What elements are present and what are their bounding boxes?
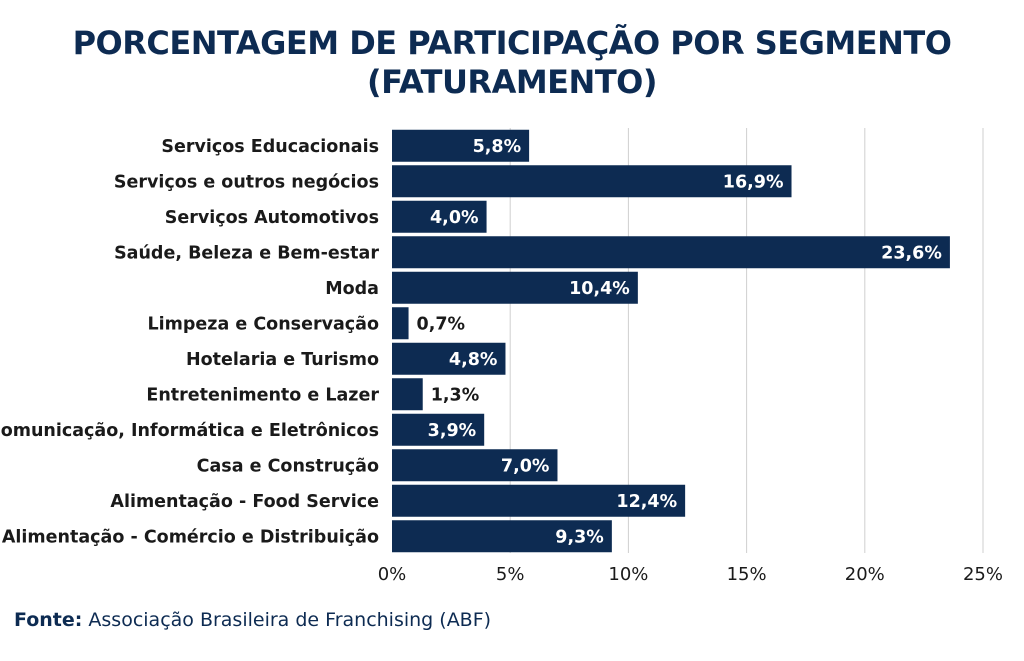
category-label: Comunicação, Informática e Eletrônicos	[0, 421, 379, 441]
bar	[392, 342, 506, 375]
category-label: Limpeza e Conservação	[148, 314, 380, 334]
category-label: Hotelaria e Turismo	[186, 350, 379, 370]
data-label: 23,6%	[881, 243, 942, 263]
x-axis-ticks: 0% 5% 10% 15% 20% 25%	[378, 564, 1003, 585]
data-label: 9,3%	[555, 527, 604, 547]
bar	[392, 378, 423, 411]
x-tick-label: 10%	[608, 564, 648, 585]
data-label: 3,9%	[428, 421, 477, 441]
category-label: Serviços e outros negócios	[114, 172, 379, 192]
bar	[392, 236, 950, 269]
x-tick-label: 5%	[496, 564, 525, 585]
category-label: Serviços Automotivos	[165, 208, 379, 228]
x-tick-label: 25%	[963, 564, 1003, 585]
category-label: Alimentação - Food Service	[110, 492, 379, 512]
x-tick-label: 15%	[727, 564, 767, 585]
data-label: 1,3%	[431, 385, 480, 405]
bar	[392, 449, 558, 482]
x-tick-label: 20%	[845, 564, 885, 585]
source-text: Associação Brasileira de Franchising (AB…	[88, 609, 492, 631]
category-label: Casa e Construção	[197, 456, 379, 476]
bars	[392, 129, 950, 553]
bar	[392, 520, 612, 553]
chart-title-line-2: (FATURAMENTO)	[367, 63, 657, 101]
data-labels: 5,8% 16,9% 4,0% 23,6% 10,4% 0,7% 4,8% 1,3% 3,9% 7…	[417, 137, 942, 548]
chart-title: PORCENTAGEM DE PARTICIPAÇÃO POR SEGMENTO…	[0, 24, 1024, 102]
chart-title-line-1: PORCENTAGEM DE PARTICIPAÇÃO POR SEGMENTO	[72, 24, 952, 62]
bar	[392, 307, 409, 340]
category-label: Serviços Educacionais	[161, 137, 379, 157]
bar	[392, 129, 530, 162]
data-label: 4,8%	[449, 350, 498, 370]
gridlines	[509, 128, 984, 553]
data-label: 5,8%	[473, 137, 522, 157]
bar	[392, 165, 792, 198]
category-labels: Serviços Educacionais Serviços e outros n…	[0, 137, 379, 548]
x-tick-label: 0%	[378, 564, 407, 585]
bar	[392, 484, 686, 517]
category-label: Saúde, Beleza e Bem-estar	[114, 243, 379, 263]
bar	[392, 271, 638, 304]
bar	[392, 413, 485, 446]
data-label: 12,4%	[616, 492, 677, 512]
category-label: Alimentação - Comércio e Distribuição	[2, 527, 379, 547]
source-label: Fonte:	[14, 609, 83, 631]
data-label: 0,7%	[417, 314, 466, 334]
data-label: 7,0%	[501, 456, 550, 476]
bar	[392, 200, 487, 233]
category-label: Entretenimento e Lazer	[146, 385, 379, 405]
category-label: Moda	[325, 279, 379, 299]
data-label: 16,9%	[723, 172, 784, 192]
source-note: Fonte: Associação Brasileira de Franchis…	[14, 609, 491, 631]
data-label: 4,0%	[430, 208, 479, 228]
data-label: 10,4%	[569, 279, 630, 299]
